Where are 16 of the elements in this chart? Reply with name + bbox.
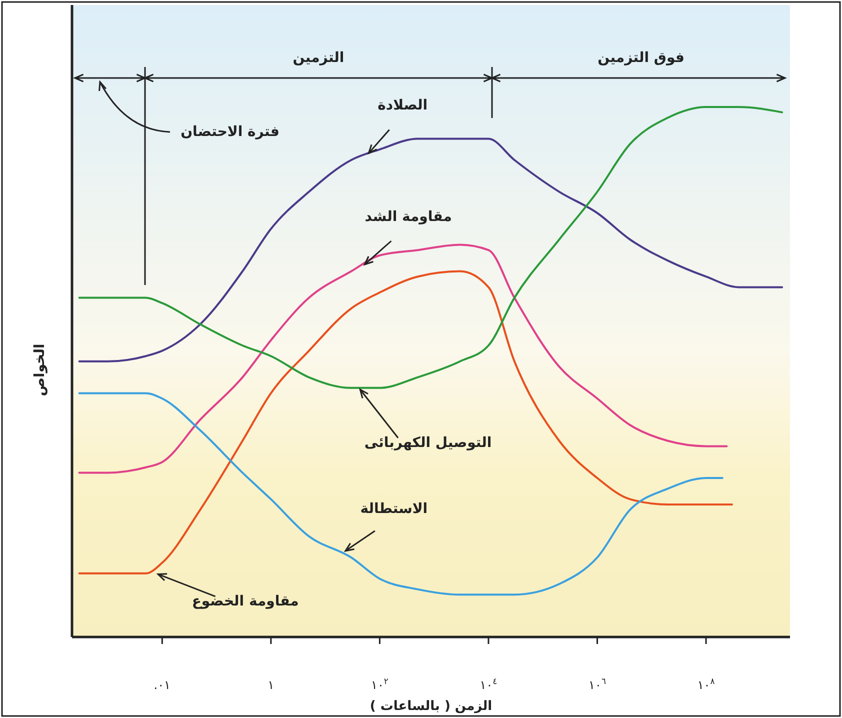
x-tick-label: ١٠$^{٦}$ bbox=[588, 676, 606, 692]
x-tick-label: ١ bbox=[268, 678, 274, 692]
x-tick-label: ١٠$^{٨}$ bbox=[697, 676, 716, 692]
x-axis-title: الزمن ( بالساعات ) bbox=[370, 699, 492, 714]
y-axis-title: الخواص bbox=[32, 344, 48, 396]
annotation: الاستطالة bbox=[360, 501, 428, 518]
x-tick-label: ١٠$^{٢}$ bbox=[371, 676, 389, 692]
text: فوق التزمين bbox=[598, 50, 684, 66]
annotation: التوصيل الكهربائى bbox=[364, 434, 492, 451]
annotation: مقاومة الخضوع bbox=[192, 593, 299, 610]
x-tick-label: .٠١ bbox=[154, 678, 171, 692]
annotation: مقاومة الشد bbox=[364, 209, 452, 225]
annotation: فترة الاحتضان bbox=[180, 124, 280, 140]
text: التزمين bbox=[292, 50, 344, 66]
x-tick-label: ١٠$^{٤}$ bbox=[480, 676, 498, 692]
annotation: الصلادة bbox=[378, 98, 428, 114]
